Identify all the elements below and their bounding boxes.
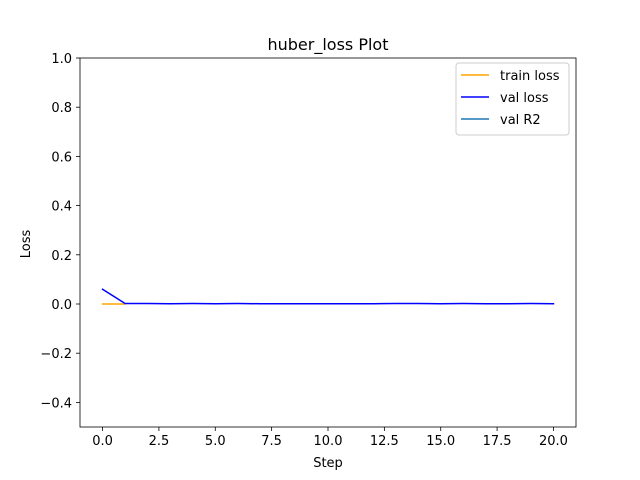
series-line-val-loss [101,288,555,305]
y-axis-title: Loss [19,230,34,259]
y-tick-label: 0.6 [51,150,72,165]
y-tick-label: 0.8 [51,101,72,116]
y-tick-label: 0.0 [51,298,72,313]
x-tick-label: 20.0 [539,434,568,449]
y-tick-label: 0.2 [51,249,72,264]
x-tick-label: 12.5 [370,434,399,449]
x-tick-label: 15.0 [426,434,455,449]
x-tick-label: 5.0 [205,434,226,449]
x-axis-title: Step [313,456,343,471]
y-axis: −0.4 −0.2 0.0 0.2 0.4 0.6 0.8 1.0 [40,52,80,411]
x-axis: 0.0 2.5 5.0 7.5 10.0 12.5 15.0 17.5 20.0 [92,427,568,449]
x-tick-label: 2.5 [149,434,170,449]
x-tick-label: 17.5 [483,434,512,449]
y-tick-label: −0.4 [40,396,72,411]
legend-box [455,62,570,136]
chart-title: huber_loss Plot [267,35,388,55]
x-tick-label: 7.5 [261,434,282,449]
legend-label: val loss [500,91,549,106]
y-tick-label: 0.4 [51,200,72,215]
x-tick-label: 0.0 [92,434,113,449]
y-tick-label: 1.0 [51,52,72,67]
legend-label: train loss [500,69,560,84]
y-tick-label: −0.2 [40,347,72,362]
legend-label: val R2 [500,113,541,128]
x-tick-label: 10.0 [314,434,343,449]
legend: train loss val loss val R2 [455,62,570,136]
